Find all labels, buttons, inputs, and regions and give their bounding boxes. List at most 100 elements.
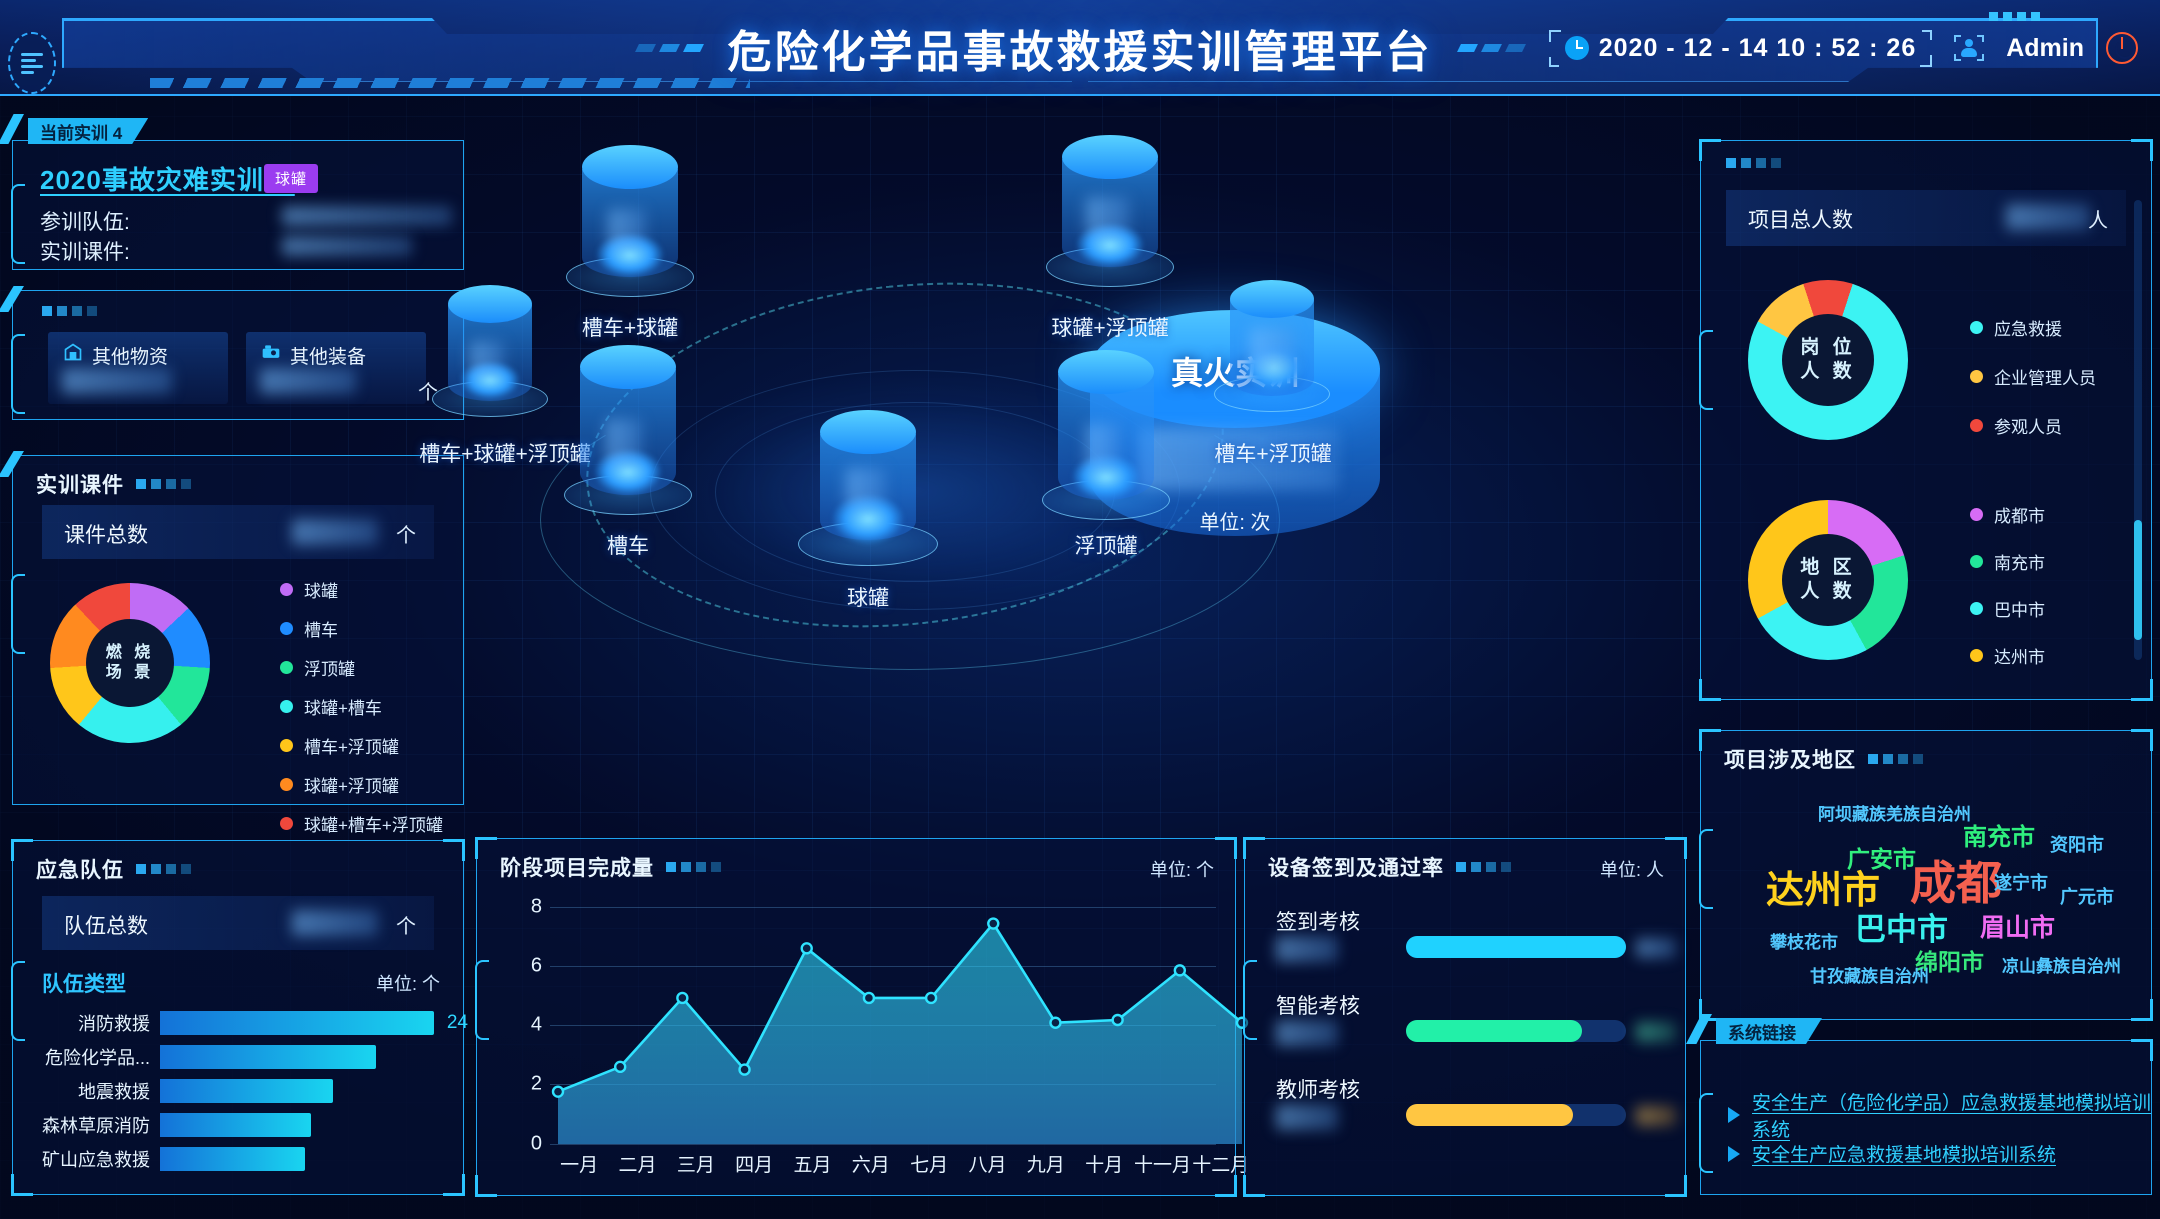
panel-notch — [11, 960, 25, 1041]
panel-dots — [1726, 158, 1781, 168]
word-cloud-item[interactable]: 攀枝花市 — [1770, 933, 1838, 952]
line-chart-point[interactable] — [862, 991, 876, 1005]
word-cloud-item[interactable]: 巴中市 — [1855, 912, 1948, 947]
panel-notch — [11, 334, 25, 415]
x-tick: 十一月 — [1133, 1155, 1191, 1176]
word-cloud-item[interactable]: 眉山市 — [1980, 914, 2056, 942]
power-icon[interactable] — [2106, 32, 2138, 64]
materials-card-other-supplies[interactable]: 其他物资 — [48, 332, 228, 404]
node-cylinder[interactable] — [1046, 135, 1174, 295]
word-cloud-item[interactable]: 成都 — [1910, 857, 2002, 909]
team-bar-row[interactable]: 危险化学品... — [42, 1042, 434, 1072]
node-cylinder[interactable] — [1214, 280, 1330, 420]
word-cloud-item[interactable]: 遂宁市 — [1994, 873, 2048, 893]
device-row[interactable]: 签到考核 — [1244, 906, 1686, 986]
courseware-title: 实训课件 — [36, 474, 124, 497]
team-bar-row[interactable]: 森林草原消防 — [42, 1110, 434, 1140]
node-cylinder[interactable] — [1042, 350, 1170, 530]
word-cloud-item[interactable]: 甘孜藏族自治州 — [1810, 967, 1929, 986]
legend-item[interactable]: 参观人员 — [1970, 413, 2096, 438]
team-bar-track — [160, 1079, 434, 1103]
user-name[interactable]: Admin — [2006, 33, 2084, 62]
scrollbar-thumb[interactable] — [2134, 520, 2142, 640]
node-label: 槽车+球罐+浮顶罐 — [419, 443, 591, 466]
line-chart-point[interactable] — [1049, 1016, 1062, 1029]
team-bar-row[interactable]: 地震救援 — [42, 1076, 434, 1106]
team-bar-row[interactable]: 消防救援 24 — [42, 1008, 468, 1038]
node-cylinder[interactable] — [798, 410, 938, 570]
clock-icon — [1564, 36, 1589, 60]
current-drill-panel: 当前实训 4 2020事故灾难实训03 球罐 参训队伍: 实训课件: — [0, 114, 464, 270]
teams-title: 应急队伍 — [36, 859, 124, 882]
line-chart-point[interactable] — [613, 1060, 627, 1074]
legend-item[interactable]: 球罐+槽车 — [280, 694, 443, 719]
materials-panel: 其他物资 其他装备 个 — [0, 286, 464, 420]
word-cloud-item[interactable]: 广安市 — [1847, 846, 1916, 872]
legend-item[interactable]: 球罐+浮顶罐 — [280, 772, 443, 797]
word-cloud-item[interactable]: 阿坝藏族羌族自治州 — [1818, 805, 1971, 824]
current-drill-tab[interactable]: 当前实训 4 — [28, 118, 148, 144]
word-cloud-item[interactable]: 绵阳市 — [1915, 949, 1984, 975]
header-right: 2020 - 12 - 14 10 : 52 : 26 Admin — [1548, 0, 2138, 96]
legend-item[interactable]: 槽车+浮顶罐 — [280, 733, 443, 758]
node-cylinder[interactable] — [564, 345, 692, 525]
y-tick: 8 — [530, 895, 542, 918]
line-chart-point[interactable] — [551, 1085, 565, 1098]
line-chart-point[interactable] — [1111, 1013, 1124, 1027]
team-bar-row[interactable]: 矿山应急救援 — [42, 1144, 434, 1174]
legend-item[interactable]: 成都市 — [1970, 502, 2045, 527]
line-chart-point[interactable] — [987, 917, 1000, 930]
warehouse-icon — [62, 342, 84, 362]
word-cloud-item[interactable]: 资阳市 — [2050, 835, 2104, 855]
legend-item[interactable]: 企业管理人员 — [1970, 364, 2096, 389]
team-bar-fill — [160, 1113, 311, 1137]
system-link-item[interactable]: 安全生产（危险化学品）应急救援基地模拟培训系统 — [1728, 1088, 2152, 1142]
x-tick: 十月 — [1085, 1155, 1124, 1176]
word-cloud-item[interactable]: 凉山彝族自治州 — [2002, 957, 2121, 976]
legend-item[interactable]: 槽车 — [280, 616, 443, 641]
system-link-2[interactable]: 安全生产应急救援基地模拟培训系统 — [1752, 1145, 2057, 1166]
legend-item[interactable]: 球罐 — [280, 577, 443, 602]
legend-item[interactable]: 球罐+槽车+浮顶罐 — [280, 811, 443, 836]
system-link-item[interactable]: 安全生产应急救援基地模拟培训系统 — [1728, 1140, 2056, 1167]
line-chart-point[interactable] — [1173, 964, 1187, 977]
donut-center-label: 燃 烧 场 景 — [86, 619, 174, 707]
panel-dots — [1456, 862, 1511, 872]
materials-card-other-equipment[interactable]: 其他装备 个 — [246, 332, 438, 404]
user-icon[interactable] — [1954, 35, 1985, 61]
device-title: 设备签到及通过率 — [1268, 857, 1444, 880]
legend-item[interactable]: 应急救援 — [1970, 315, 2096, 340]
line-chart-title-wrap: 阶段项目完成量 — [500, 852, 721, 882]
cloud-title-wrap: 项目涉及地区 — [1724, 744, 1923, 774]
person-total-label: 项目总人数 — [1748, 209, 1853, 232]
line-chart-point[interactable] — [800, 942, 813, 955]
person-total-unit: 人 — [2088, 210, 2108, 232]
word-cloud-item[interactable]: 广元市 — [2060, 887, 2114, 907]
device-row[interactable]: 智能考核 — [1244, 990, 1686, 1070]
panel-dots — [42, 306, 97, 316]
device-row[interactable]: 教师考核 — [1244, 1074, 1686, 1154]
legend-item[interactable]: 浮顶罐 — [280, 655, 443, 680]
team-bar-track — [160, 1045, 434, 1069]
team-bar-name: 地震救援 — [78, 1082, 150, 1102]
materials-value-2 — [260, 368, 356, 394]
scrollbar-track[interactable] — [2134, 200, 2142, 660]
legend-item[interactable]: 南充市 — [1970, 549, 2045, 574]
teams-total-label: 队伍总数 — [64, 915, 148, 938]
system-link-1[interactable]: 安全生产（危险化学品）应急救援基地模拟培训系统 — [1752, 1093, 2152, 1141]
device-count — [1276, 936, 1338, 962]
word-cloud-item[interactable]: 南充市 — [1963, 824, 2035, 851]
line-chart-point[interactable] — [924, 991, 938, 1005]
page-title: 危险化学品事故救援实训管理平台 — [727, 27, 1433, 78]
line-chart-point[interactable] — [738, 1063, 751, 1076]
legend-item[interactable]: 巴中市 — [1970, 596, 2045, 621]
node-label: 槽车 — [607, 535, 649, 558]
device-fill — [1406, 1104, 1574, 1126]
panel-notch — [475, 959, 489, 1040]
word-cloud-item[interactable]: 达州市 — [1766, 870, 1881, 912]
drill-name[interactable]: 2020事故灾难实训03 — [40, 165, 295, 195]
legend-item[interactable]: 达州市 — [1970, 643, 2045, 668]
node-cylinder[interactable] — [432, 285, 548, 425]
node-cylinder[interactable] — [566, 145, 694, 305]
line-chart-point[interactable] — [676, 991, 689, 1005]
